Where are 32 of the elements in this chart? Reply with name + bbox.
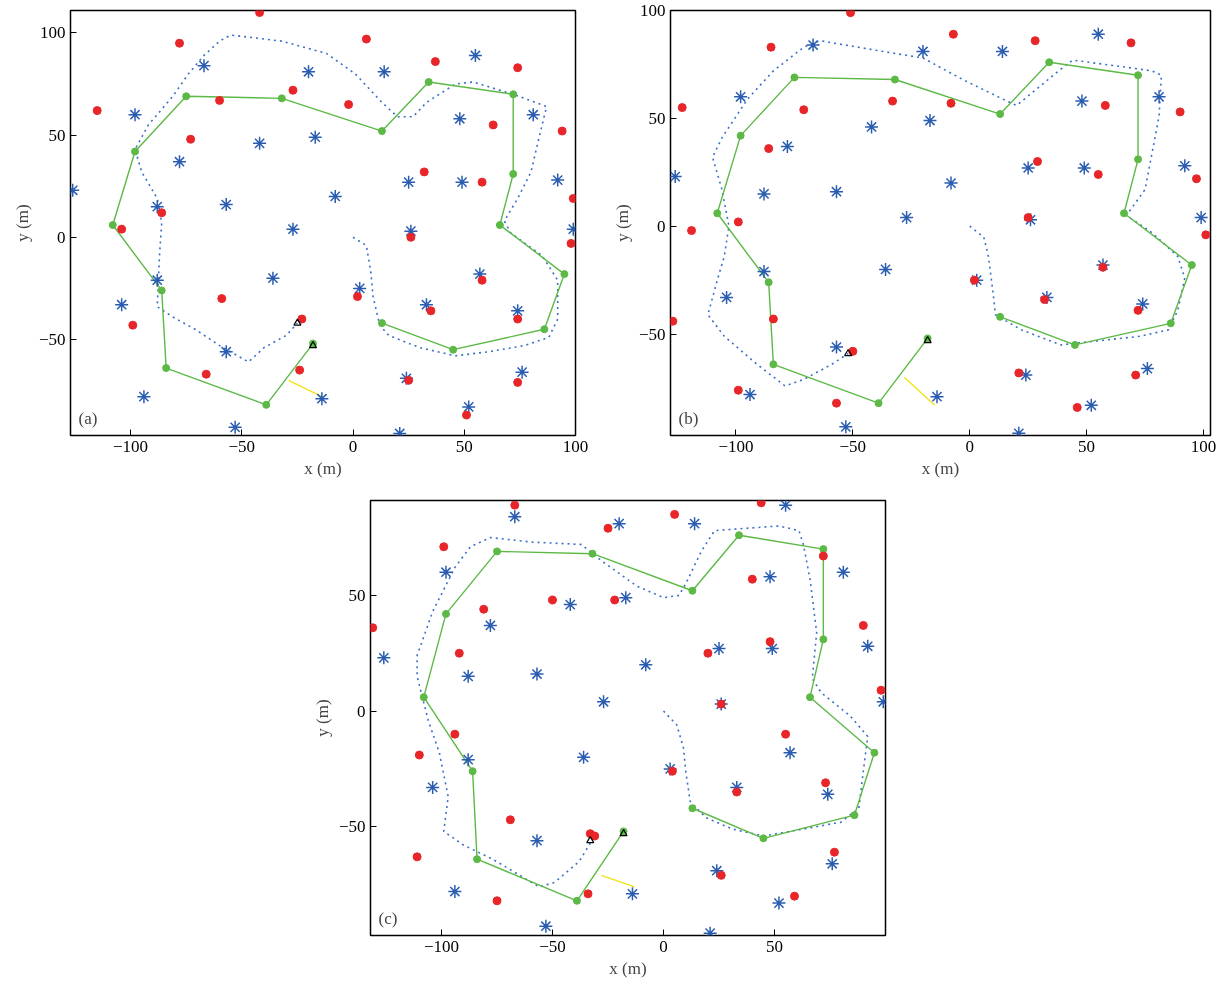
y-tick-label: 0 (57, 227, 66, 247)
y-tick-label: −50 (338, 817, 366, 837)
y-tick-label: 0 (357, 701, 366, 721)
x-tick-label: 100 (1190, 436, 1217, 456)
x-tick-label: −50 (228, 436, 256, 456)
y-tick-label: 50 (648, 108, 666, 128)
y-axis-title: y (m) (312, 699, 332, 737)
y-tick-label: 50 (348, 585, 366, 605)
y-axis-title: y (m) (12, 204, 32, 242)
y-tick-label: 100 (640, 1, 666, 20)
annotation: (a) (78, 408, 98, 428)
y-tick-label: 0 (657, 216, 666, 236)
x-tick-label: −100 (113, 436, 149, 456)
annotation: (b) (678, 408, 699, 428)
x-tick-label: 100 (562, 436, 589, 456)
y-tick-label: −50 (638, 324, 666, 344)
x-tick-label: 50 (455, 436, 473, 456)
x-tick-label: 50 (1078, 436, 1096, 456)
x-tick-label: 50 (766, 936, 784, 956)
annotation: (c) (378, 908, 398, 928)
y-tick-label: 100 (40, 23, 66, 43)
x-axis-title: x (m) (921, 458, 960, 478)
x-axis-title: x (m) (304, 458, 342, 478)
x-tick-label: −50 (539, 936, 566, 956)
y-tick-label: −50 (38, 329, 66, 349)
x-tick-label: −100 (718, 436, 754, 456)
y-axis-title: y (m) (612, 204, 632, 242)
y-tick-label: 50 (48, 125, 66, 145)
x-axis-title: x (m) (609, 958, 647, 978)
x-tick-label: −50 (839, 436, 867, 456)
x-tick-label: −100 (423, 936, 460, 956)
x-tick-label: 0 (965, 436, 974, 456)
